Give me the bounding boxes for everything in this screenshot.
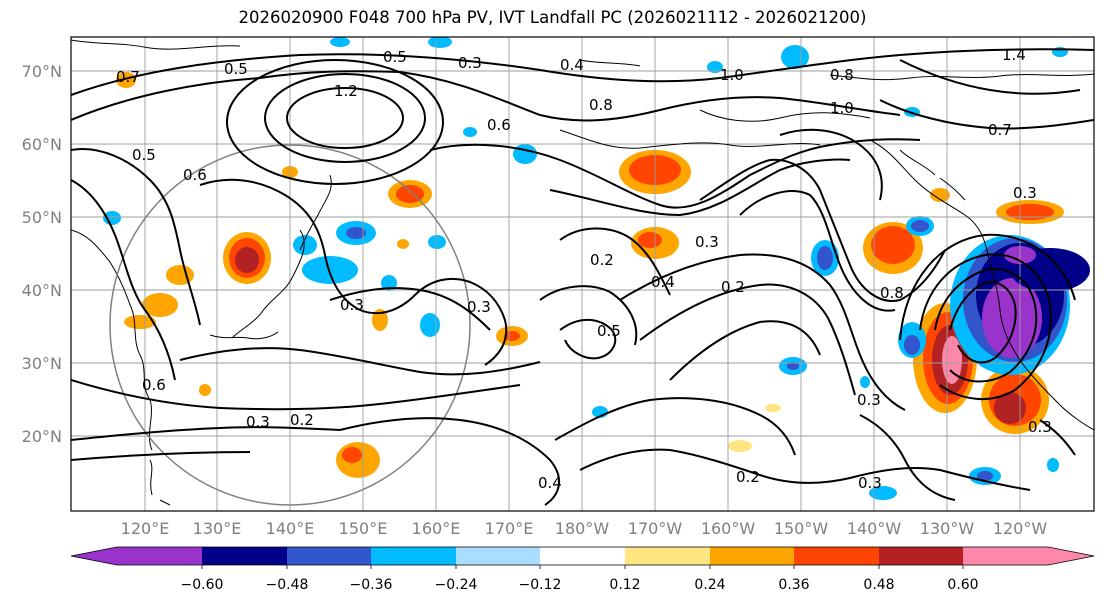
contour-label: 0.4 bbox=[651, 273, 675, 291]
colorbar-segment bbox=[371, 547, 456, 565]
colorbar-segment bbox=[794, 547, 879, 565]
colorbar-tick-label: −0.36 bbox=[350, 577, 393, 593]
colorbar-extend-low bbox=[71, 547, 117, 565]
contour-label: 0.5 bbox=[383, 48, 407, 66]
lon-label: 150°W bbox=[774, 519, 829, 538]
colorbar-extend-high bbox=[1048, 547, 1094, 565]
colorbar-tick-label: 0.48 bbox=[863, 577, 894, 593]
colorbar-segment bbox=[287, 547, 371, 565]
contour-label: 1.0 bbox=[830, 99, 854, 117]
lat-label-50n: 50°N bbox=[22, 208, 62, 227]
contour-label: 0.8 bbox=[589, 96, 613, 114]
pv-contours bbox=[71, 48, 1094, 506]
colorbar-segment bbox=[456, 547, 540, 565]
lat-label-20n: 20°N bbox=[22, 427, 62, 446]
graticule bbox=[71, 37, 1094, 511]
contour-label: 0.3 bbox=[340, 296, 364, 314]
colorbar-tick-label: −0.60 bbox=[181, 577, 224, 593]
colorbar-segment bbox=[625, 547, 710, 565]
lon-label: 150°E bbox=[339, 519, 388, 538]
contour-label: 0.2 bbox=[736, 468, 760, 486]
contour-label: 0.4 bbox=[538, 474, 562, 492]
contour-label: 0.6 bbox=[487, 116, 511, 134]
lon-label: 170°E bbox=[485, 519, 534, 538]
colorbar-tick-label: 0.60 bbox=[947, 577, 978, 593]
contour-label: 0.5 bbox=[224, 60, 248, 78]
colorbar-tick-label: −0.12 bbox=[519, 577, 562, 593]
contour-label: 0.5 bbox=[132, 146, 156, 164]
latitude-labels: 70°N 60°N 50°N 40°N 30°N 20°N bbox=[22, 62, 62, 446]
lon-label: 160°W bbox=[701, 519, 756, 538]
contour-labels: 0.5 0.3 1.2 0.6 0.8 1.0 0.2 0.4 0.3 0.5 … bbox=[116, 46, 1052, 492]
contour-label: 1.4 bbox=[1002, 46, 1026, 64]
contour-label: 0.8 bbox=[880, 284, 904, 302]
contour-label: 0.3 bbox=[857, 391, 881, 409]
colorbar-segment bbox=[540, 547, 625, 565]
longitude-labels: 120°E 130°E 140°E 150°E 160°E 170°E 180°… bbox=[121, 519, 1048, 538]
contour-label: 0.7 bbox=[116, 68, 140, 86]
lat-label-70n: 70°N bbox=[22, 62, 62, 81]
colorbar-tick-label: 0.36 bbox=[778, 577, 809, 593]
contour-label: 0.7 bbox=[988, 121, 1012, 139]
colorbar-segment bbox=[117, 547, 202, 565]
colorbar-tick-label: 0.12 bbox=[609, 577, 640, 593]
lon-label: 180°W bbox=[555, 519, 610, 538]
map-frame bbox=[70, 36, 1095, 512]
colorbar: −0.60 −0.48 −0.36 −0.24 −0.12 0.12 0.24 … bbox=[70, 546, 1095, 593]
lon-label: 120°E bbox=[121, 519, 170, 538]
contour-label: 0.3 bbox=[246, 413, 270, 431]
lon-label: 140°E bbox=[266, 519, 315, 538]
colorbar-tick-label: 0.24 bbox=[694, 577, 725, 593]
lon-label: 130°E bbox=[193, 519, 242, 538]
contour-label: 0.3 bbox=[1013, 184, 1037, 202]
lon-label: 120°W bbox=[993, 519, 1048, 538]
colorbar-segment bbox=[710, 547, 794, 565]
contour-label: 0.6 bbox=[183, 166, 207, 184]
coastlines bbox=[71, 39, 1094, 506]
lat-label-60n: 60°N bbox=[22, 135, 62, 154]
contour-label: 0.3 bbox=[458, 54, 482, 72]
contour-label: 0.3 bbox=[467, 298, 491, 316]
reference-circle bbox=[109, 144, 471, 506]
contour-label: 0.5 bbox=[597, 322, 621, 340]
lon-label: 170°W bbox=[628, 519, 683, 538]
contour-label: 0.2 bbox=[290, 411, 314, 429]
colorbar-segment bbox=[879, 547, 963, 565]
colorbar-outline bbox=[70, 546, 1095, 566]
lat-label-40n: 40°N bbox=[22, 281, 62, 300]
contour-label: 1.2 bbox=[334, 82, 358, 100]
contour-label: 1.0 bbox=[720, 66, 744, 84]
contour-label: 0.8 bbox=[830, 66, 854, 84]
lon-label: 130°W bbox=[920, 519, 975, 538]
lon-label: 160°E bbox=[412, 519, 461, 538]
contour-label: 0.3 bbox=[695, 233, 719, 251]
pv-shading bbox=[103, 37, 1090, 500]
contour-label: 0.3 bbox=[858, 474, 882, 492]
contour-label: 0.2 bbox=[721, 278, 745, 296]
colorbar-segment bbox=[202, 547, 287, 565]
lat-label-30n: 30°N bbox=[22, 354, 62, 373]
contour-label: 0.3 bbox=[1028, 418, 1052, 436]
contour-label: 0.4 bbox=[560, 56, 584, 74]
map-background bbox=[71, 37, 1094, 511]
contour-label: 0.6 bbox=[142, 376, 166, 394]
colorbar-segment bbox=[963, 547, 1048, 565]
colorbar-tick-label: −0.48 bbox=[266, 577, 309, 593]
contour-label: 0.2 bbox=[590, 251, 614, 269]
map-title: 2026020900 F048 700 hPa PV, IVT Landfall… bbox=[238, 8, 867, 27]
colorbar-tick-label: −0.24 bbox=[435, 577, 478, 593]
lon-label: 140°W bbox=[847, 519, 902, 538]
